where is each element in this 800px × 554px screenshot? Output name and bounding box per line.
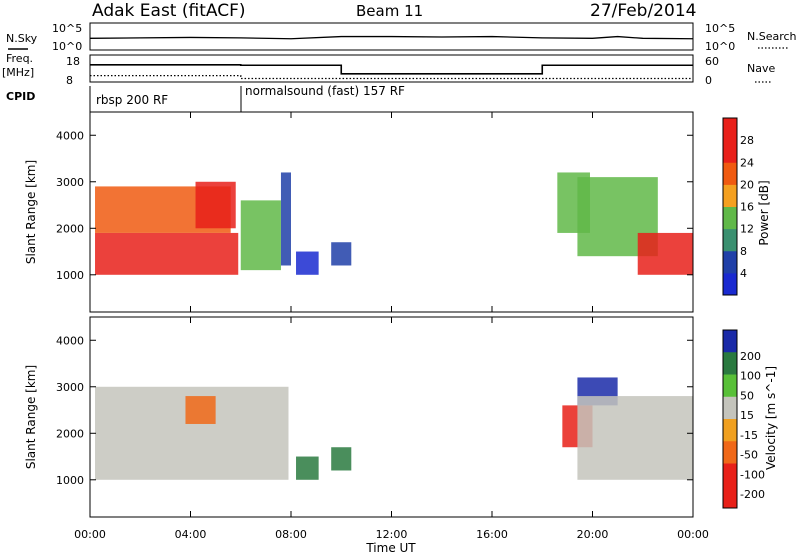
freq-series-line <box>90 64 693 75</box>
power-ylabel: Slant Range [km] <box>24 160 38 264</box>
power-colorbar-tick: 28 <box>740 134 754 147</box>
nave-tick-low: 0 <box>705 74 712 87</box>
velocity-colorbar-tick: 15 <box>740 409 754 422</box>
power-colorbar-label: Power [dB] <box>757 180 771 245</box>
velocity-colorbar-tick: -50 <box>740 449 758 462</box>
x-tick-label: 04:00 <box>175 528 207 541</box>
velocity-colorbar-swatch <box>723 396 737 420</box>
velocity-ylabel: Slant Range [km] <box>24 365 38 469</box>
power-colorbar-swatch <box>723 184 737 207</box>
power-colorbar-swatch <box>723 228 737 252</box>
nave-series-line <box>90 74 693 80</box>
x-tick-label: 12:00 <box>376 528 408 541</box>
date-title: 27/Feb/2014 <box>590 1 696 21</box>
velocity-colorbar-tick: -100 <box>740 468 765 481</box>
x-tick-label: 08:00 <box>275 528 307 541</box>
x-tick-label: 16:00 <box>476 528 508 541</box>
power-colorbar-swatch <box>723 250 737 274</box>
nsky-tick-high: 10^5 <box>52 22 82 35</box>
power-echo-region <box>331 242 352 266</box>
velocity-colorbar-swatch <box>723 441 737 464</box>
power-colorbar-tick: 8 <box>740 245 747 258</box>
power-panel-axes: 1000 2000 3000 4000 <box>56 112 694 312</box>
power-colorbar-tick: 12 <box>740 223 754 236</box>
velocity-panel-axes: 1000 2000 3000 4000 <box>56 317 694 517</box>
power-echo-region <box>637 232 693 275</box>
cpid-label: CPID <box>6 90 35 103</box>
power-panel-data <box>95 172 693 275</box>
velocity-colorbar-swatch <box>723 419 737 442</box>
freq-tick-high: 18 <box>66 55 80 68</box>
velocity-colorbar: 200 100 50 15 -15 -50 -100 -200 <box>722 329 765 509</box>
freq-strip-frame <box>89 54 694 83</box>
nsearch-tick-high: 10^5 <box>705 22 735 35</box>
nave-label: Nave <box>747 62 775 75</box>
power-colorbar-swatch <box>723 140 737 163</box>
velocity-colorbar-swatch <box>723 352 737 375</box>
y-tick-label: 2000 <box>56 427 84 440</box>
power-echo-region <box>280 172 291 266</box>
x-tick-label: 00:00 <box>677 528 709 541</box>
power-echo-region <box>296 251 319 275</box>
power-colorbar-tick: 4 <box>740 267 747 280</box>
velocity-colorbar-tick: -200 <box>740 488 765 501</box>
power-colorbar-tick: 16 <box>740 201 754 214</box>
velocity-echo-region <box>331 447 352 471</box>
power-echo-region <box>195 181 236 229</box>
power-colorbar-tick: 20 <box>740 178 754 191</box>
power-colorbar-frame <box>722 117 738 296</box>
freq-unit: [MHz] <box>2 66 34 79</box>
velocity-colorbar-label: Velocity [m s^-1] <box>764 366 778 470</box>
freq-tick-low: 8 <box>66 74 73 87</box>
power-echo-region <box>95 232 239 275</box>
time-axis-ticks: 00:00 04:00 08:00 12:00 16:00 20:00 00:00 <box>74 528 709 541</box>
power-colorbar-swatch <box>723 272 737 296</box>
nsearch-tick-low: 10^0 <box>705 40 735 53</box>
nsky-label: N.Sky <box>6 32 38 45</box>
velocity-colorbar-tick: 200 <box>740 350 761 363</box>
y-tick-label: 1000 <box>56 269 84 282</box>
time-axis-label: Time UT <box>365 541 416 554</box>
station-title: Adak East (fitACF) <box>92 1 246 21</box>
velocity-colorbar-swatch <box>723 463 737 487</box>
velocity-panel-data <box>95 377 693 480</box>
y-tick-label: 3000 <box>56 176 84 189</box>
power-colorbar-swatch <box>723 162 737 185</box>
velocity-colorbar-tick: -15 <box>740 429 758 442</box>
y-tick-label: 4000 <box>56 129 84 142</box>
nsearch-label: N.Search <box>747 30 797 43</box>
nsky-series-line <box>89 35 694 40</box>
y-tick-label: 4000 <box>56 334 84 347</box>
power-colorbar-swatch <box>723 206 737 230</box>
velocity-echo-region <box>296 456 319 480</box>
cpid-segment-1: rbsp 200 RF <box>96 93 168 107</box>
power-colorbar: 4 8 12 16 20 24 28 <box>722 117 754 296</box>
x-tick-label: 00:00 <box>74 528 106 541</box>
velocity-colorbar-tick: 50 <box>740 389 754 402</box>
power-echo-region <box>240 200 281 271</box>
velocity-colorbar-tick: 100 <box>740 370 761 383</box>
cpid-segment-2: normalsound (fast) 157 RF <box>245 84 405 98</box>
power-colorbar-tick: 24 <box>740 156 754 169</box>
y-tick-label: 2000 <box>56 222 84 235</box>
x-tick-label: 20:00 <box>577 528 609 541</box>
freq-label: Freq. <box>6 52 33 65</box>
velocity-colorbar-swatch <box>723 374 737 398</box>
nsky-tick-low: 10^0 <box>52 40 82 53</box>
velocity-colorbar-swatch <box>723 330 737 353</box>
velocity-colorbar-frame <box>722 329 738 509</box>
y-tick-label: 1000 <box>56 474 84 487</box>
beam-title: Beam 11 <box>356 2 423 20</box>
power-colorbar-swatch <box>723 118 737 141</box>
velocity-echo-region <box>185 396 216 424</box>
nave-tick-high: 60 <box>705 55 719 68</box>
velocity-echo-region <box>577 396 693 480</box>
y-tick-label: 3000 <box>56 381 84 394</box>
velocity-colorbar-swatch <box>723 485 737 509</box>
nsky-strip-frame <box>89 22 694 51</box>
